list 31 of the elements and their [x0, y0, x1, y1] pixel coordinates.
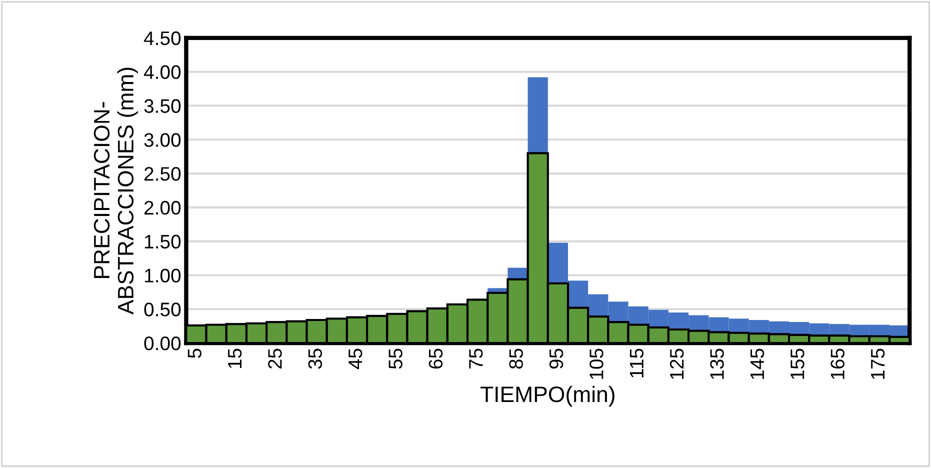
x-tick-label: 135: [710, 348, 724, 379]
y-tick-label: 1.50: [144, 234, 181, 249]
y-tick-label: 3.50: [144, 99, 181, 113]
x-tick-label: 95: [549, 348, 564, 369]
x-tick-label: 165: [830, 348, 844, 379]
x-tick-label: 25: [268, 348, 282, 369]
x-tick-label: 55: [388, 348, 402, 369]
x-axis-title: TIEMPO(min): [480, 386, 614, 407]
x-tick-label: 5: [188, 348, 202, 358]
x-tick-label: 15: [228, 348, 242, 368]
y-tick-label: 2.50: [144, 166, 181, 181]
x-tick-label: 35: [308, 348, 322, 369]
y-tick-label: 4.00: [144, 65, 181, 80]
y-tick-label: 1.00: [144, 268, 181, 282]
y-axis-title: PRECIPITACION- ABSTRACCIONES (mm): [94, 68, 138, 315]
x-tick-label: 115: [630, 348, 644, 378]
x-tick-label: 75: [469, 348, 483, 369]
x-tick-label: 175: [871, 348, 885, 379]
x-tick-label: 85: [509, 348, 523, 369]
x-tick-label: 105: [590, 348, 604, 379]
y-tick-label: 0.50: [144, 302, 181, 316]
y-tick-label: 2.00: [144, 200, 181, 215]
x-tick-label: 155: [790, 348, 804, 379]
x-tick-label: 125: [670, 348, 684, 379]
bar: [528, 77, 548, 154]
x-tick-label: 45: [348, 348, 362, 370]
x-tick-label: 145: [750, 348, 764, 379]
y-tick-label: 4.50: [144, 31, 181, 46]
y-tick-label: 0.00: [144, 336, 181, 350]
x-tick-label: 65: [428, 348, 443, 369]
y-tick-label: 3.00: [144, 133, 181, 147]
